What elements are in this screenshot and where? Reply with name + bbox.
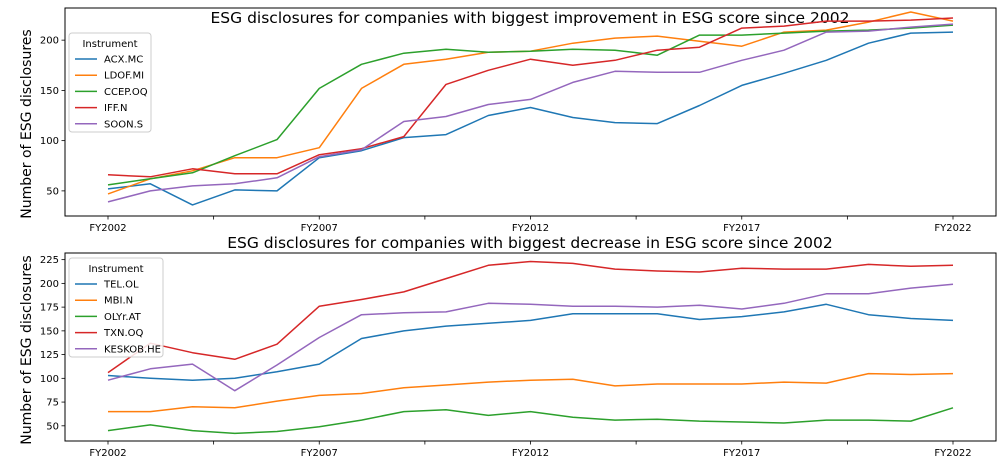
x-tick-label: FY2012	[512, 448, 549, 459]
x-tick-label: FY2007	[301, 448, 338, 459]
legend-title: Instrument	[82, 39, 137, 50]
legend: Instrument TEL.OL MBI.N OLYr.AT TXN.OQ KESKO…	[68, 257, 164, 358]
y-axis-label: Number of ESG disclosures	[19, 29, 35, 218]
y-tick-label: 50	[46, 186, 59, 197]
legend-label: LDOF.MI	[104, 71, 144, 82]
series-line	[107, 283, 954, 392]
x-tick-label: FY2022	[934, 223, 971, 234]
x-tick-label: FY2017	[723, 448, 760, 459]
series-line	[107, 260, 954, 374]
legend-label: TXN.OQ	[103, 328, 143, 339]
legend-title: Instrument	[88, 264, 143, 275]
legend-label: CCEP.OQ	[104, 87, 148, 98]
y-tick-label: 75	[46, 398, 59, 409]
legend-label: IFF.N	[104, 103, 128, 114]
legend-label: TEL.OL	[103, 280, 139, 291]
y-tick-label: 50	[46, 421, 59, 432]
series-line	[107, 303, 954, 381]
x-tick-label: FY2007	[301, 223, 338, 234]
x-tick-label: FY2002	[89, 223, 126, 234]
y-tick-label: 100	[40, 136, 59, 147]
y-tick-label: 175	[40, 303, 59, 314]
y-tick-label: 100	[40, 374, 59, 385]
y-tick-label: 200	[40, 36, 59, 47]
legend-label: SOON.S	[104, 119, 143, 130]
plot-area: FY2002 FY2007 FY2012 FY2017 FY2022 50 100 150 20…	[40, 7, 997, 234]
x-tick-label: FY2002	[89, 448, 126, 459]
series-line	[107, 23, 954, 203]
series-line	[107, 31, 954, 206]
chart-title: ESG disclosures for companies with bigge…	[227, 234, 833, 252]
y-tick-label: 200	[40, 279, 59, 290]
y-axis-label: Number of ESG disclosures	[19, 255, 35, 444]
y-tick-label: 125	[40, 350, 59, 361]
x-tick-label: FY2012	[512, 223, 549, 234]
legend-label: MBI.N	[104, 296, 133, 307]
chart-title: ESG disclosures for companies with bigge…	[211, 9, 850, 27]
series-line	[107, 24, 954, 186]
improvement-chart: ESG disclosures for companies with bigge…	[19, 7, 997, 234]
series-line	[108, 372, 954, 413]
series-line	[107, 17, 954, 178]
y-tick-label: 150	[40, 86, 59, 97]
decrease-chart: ESG disclosures for companies with bigge…	[19, 234, 997, 459]
y-tick-label: 150	[40, 326, 59, 337]
x-tick-label: FY2017	[723, 223, 760, 234]
series-line	[107, 407, 954, 435]
legend-label: ACX.MC	[104, 55, 143, 66]
plot-area: FY2002 FY2007 FY2012 FY2017 FY2022 50 75 100 125…	[40, 252, 997, 459]
legend-label: KESKOB.HE	[104, 344, 161, 355]
y-tick-label: 225	[40, 255, 59, 266]
x-tick-label: FY2022	[934, 448, 971, 459]
legend-label: OLYr.AT	[104, 312, 142, 323]
legend: Instrument ACX.MC LDOF.MI CCEP.OQ IFF.N SOON…	[68, 32, 152, 133]
